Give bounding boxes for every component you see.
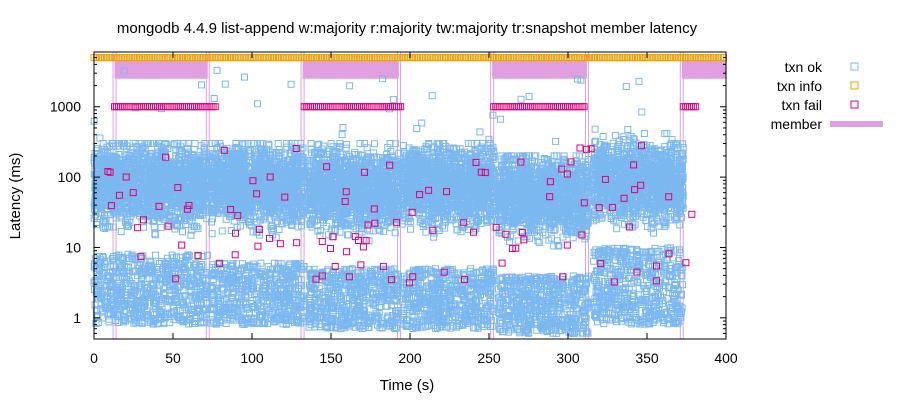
txn-ok-point <box>221 80 229 88</box>
txn-ok-point <box>157 224 165 232</box>
txn-ok-point <box>371 140 378 148</box>
txn-ok-point <box>210 95 218 102</box>
member-interval <box>302 60 399 79</box>
txn-ok-point <box>180 140 188 147</box>
chart-title: mongodb 4.4.9 list-append w:majority r:m… <box>117 20 698 37</box>
txn-ok-point <box>152 251 160 259</box>
txn-ok-point <box>151 231 159 239</box>
member-interval <box>492 60 587 79</box>
txn-ok-point <box>92 221 100 229</box>
plot-area <box>90 52 727 339</box>
txn-ok-point <box>117 228 125 235</box>
txn-ok-point <box>274 140 282 147</box>
txn-ok-point <box>218 227 226 235</box>
txn-ok-point <box>198 81 205 89</box>
txn-ok-point <box>122 205 130 213</box>
member-interval <box>681 60 726 79</box>
txn-ok-point <box>145 216 153 224</box>
txn-ok-point <box>254 100 261 108</box>
txn-ok-point <box>169 141 177 149</box>
txn-ok-point <box>241 73 248 81</box>
txn-ok-point <box>150 223 158 231</box>
txn-ok-point <box>151 230 159 238</box>
txn-ok-point <box>184 140 192 147</box>
txn-ok-point <box>102 147 110 155</box>
txn-ok-point <box>179 228 186 236</box>
txn-ok-point <box>191 140 199 147</box>
txn-ok-series <box>90 66 687 337</box>
txn-ok-point <box>213 66 221 74</box>
txn-ok-point <box>287 80 295 88</box>
txn-ok-point <box>208 230 216 238</box>
member-interval <box>114 60 208 79</box>
